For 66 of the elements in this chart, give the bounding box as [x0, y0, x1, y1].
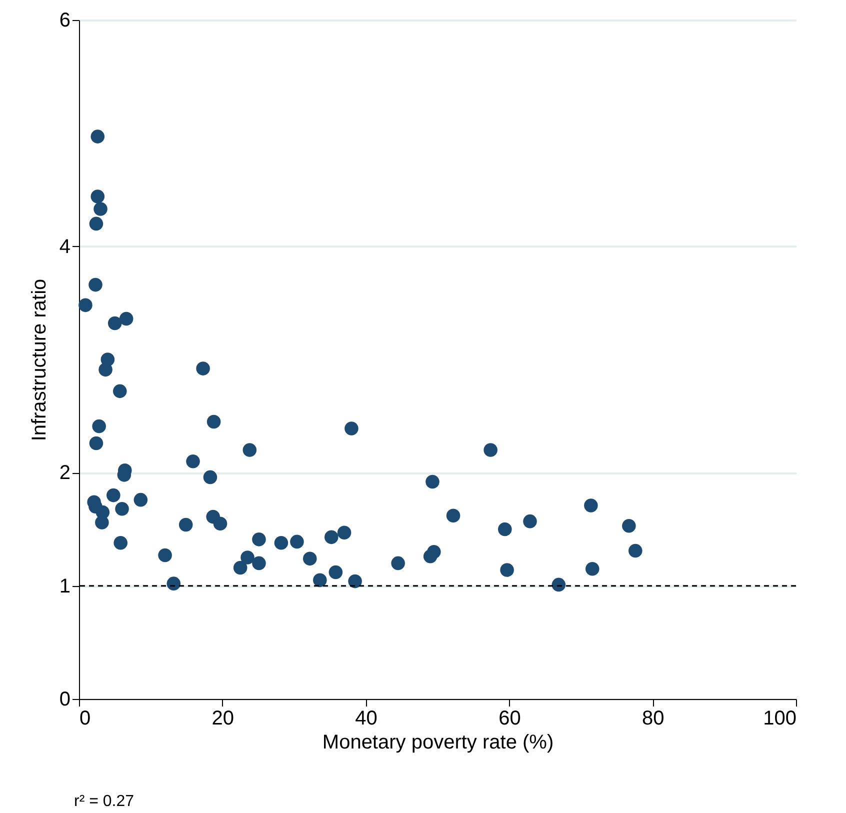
point [427, 545, 441, 559]
point [252, 556, 266, 570]
x-tick-label: 20 [212, 708, 234, 730]
x-tick-label: 40 [355, 708, 378, 730]
point [203, 470, 218, 484]
point [240, 550, 254, 564]
point [88, 278, 102, 292]
point [98, 362, 112, 377]
point [196, 362, 210, 376]
point [106, 488, 120, 502]
point [95, 516, 109, 530]
point [92, 419, 106, 434]
x-tick-label: 60 [498, 708, 521, 730]
point [426, 474, 440, 489]
point [274, 536, 288, 550]
point [108, 316, 122, 330]
point [186, 454, 200, 468]
point [302, 552, 317, 566]
point [213, 516, 228, 530]
y-tick-label: 1 [59, 575, 70, 598]
point [584, 498, 598, 512]
x-tick-label: 100 [763, 708, 796, 730]
x-axis-title: Monetary poverty rate (%) [322, 732, 554, 754]
point [89, 436, 104, 450]
point [134, 492, 148, 507]
point [622, 518, 636, 533]
point [628, 544, 642, 558]
point [344, 422, 358, 436]
y-tick-label: 6 [59, 10, 70, 32]
y-tick-label: 2 [59, 462, 70, 484]
point [446, 508, 460, 523]
point [585, 562, 600, 576]
point [290, 534, 304, 549]
point [552, 578, 566, 592]
point [112, 384, 127, 398]
y-tick-label: 0 [59, 688, 70, 710]
y-axis-title: Infrastructure ratio [28, 278, 50, 442]
y-tick-label: 4 [59, 236, 70, 258]
x-tick-label: 0 [80, 708, 91, 730]
point [324, 530, 338, 544]
point [115, 502, 129, 516]
point [89, 216, 104, 231]
point [337, 526, 352, 540]
point [90, 190, 105, 204]
text: r² = 0.27 [74, 793, 134, 810]
point [348, 574, 362, 588]
point [233, 560, 248, 575]
point [94, 202, 108, 216]
x-tick-label: 80 [642, 708, 664, 730]
point [484, 443, 498, 457]
point [158, 548, 172, 562]
point [523, 514, 537, 528]
point [206, 414, 221, 429]
point [114, 536, 128, 550]
point [391, 556, 405, 570]
point [313, 573, 327, 588]
point [90, 130, 105, 144]
point [166, 576, 181, 590]
point [328, 565, 343, 580]
point [119, 312, 134, 326]
point [500, 563, 514, 577]
point [178, 518, 193, 532]
point [242, 443, 257, 457]
point [78, 298, 92, 312]
point [252, 532, 266, 546]
point [498, 522, 512, 536]
